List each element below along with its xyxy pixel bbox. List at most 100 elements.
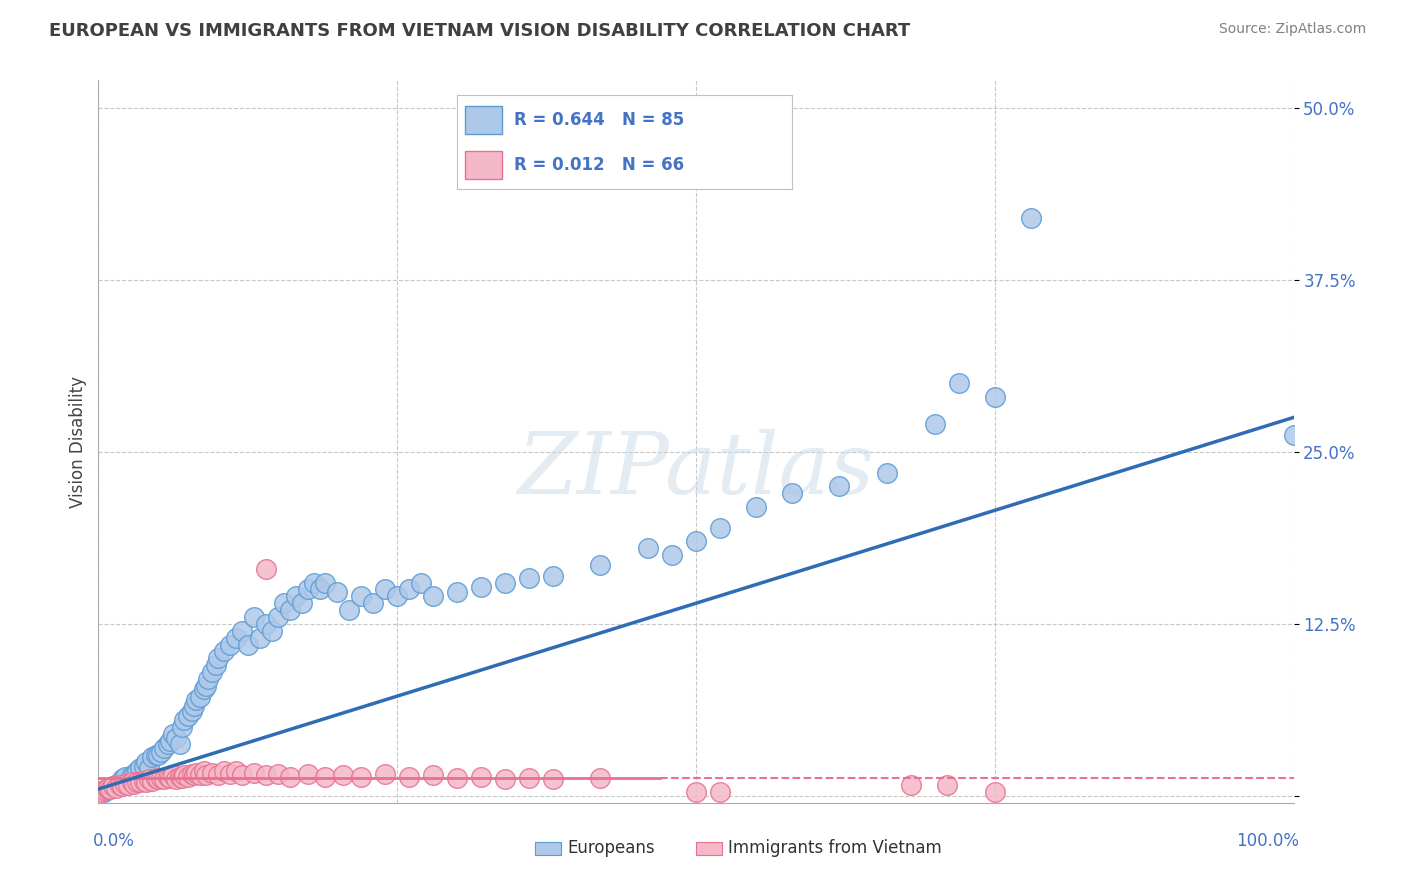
Point [291,596,314,610]
Point [159,771,181,785]
Point [541,568,564,582]
Point [589,558,612,572]
Point [169,737,191,751]
Point [249,631,271,645]
Point [446,771,468,785]
Point [105,778,128,792]
Point [243,765,266,780]
Text: Source: ZipAtlas.com: Source: ZipAtlas.com [1219,22,1367,37]
Point [350,590,373,604]
Point [661,548,683,562]
Point [129,761,152,775]
Point [186,692,208,706]
Point [236,638,259,652]
Point [125,764,148,779]
Point [93,785,115,799]
Point [422,768,444,782]
Point [374,582,396,597]
Point [207,768,229,782]
Point [145,771,167,785]
Point [159,734,181,748]
Point [156,737,179,751]
Text: ZIPatlas: ZIPatlas [517,429,875,512]
Point [169,770,191,784]
Point [422,590,444,604]
Point [153,772,176,787]
Point [207,651,229,665]
Point [374,767,396,781]
Point [254,616,277,631]
Point [745,500,768,514]
Text: 0.0%: 0.0% [93,831,135,850]
Point [183,768,205,782]
Point [219,638,242,652]
Point [97,780,120,795]
Point [231,624,253,638]
Point [948,376,970,390]
Point [1019,211,1042,225]
Point [97,782,120,797]
Point [411,575,433,590]
Point [183,699,205,714]
Point [124,776,146,790]
Point [132,773,155,788]
Point [984,390,1007,404]
Point [924,417,946,432]
Y-axis label: Vision Disability: Vision Disability [69,376,87,508]
Point [685,785,707,799]
Point [101,779,124,793]
Point [231,768,253,782]
Point [541,772,564,787]
Point [254,562,277,576]
Text: Immigrants from Vietnam: Immigrants from Vietnam [728,839,942,857]
Point [212,764,235,779]
Point [278,603,301,617]
Point [195,679,218,693]
Point [517,771,540,785]
Point [162,727,184,741]
Point [180,767,202,781]
Point [141,773,163,788]
Point [936,778,959,792]
Point [117,775,139,789]
Point [709,520,731,534]
Point [162,768,184,782]
Point [98,780,122,795]
Point [685,534,707,549]
Text: EUROPEAN VS IMMIGRANTS FROM VIETNAM VISION DISABILITY CORRELATION CHART: EUROPEAN VS IMMIGRANTS FROM VIETNAM VISI… [49,22,911,40]
Point [470,770,492,784]
Point [135,755,157,769]
Point [876,466,898,480]
Point [363,596,385,610]
Point [188,690,211,704]
Point [177,709,200,723]
Point [385,590,409,604]
Point [193,681,215,696]
Point [494,772,516,787]
Point [124,768,146,782]
Point [201,765,224,780]
Point [129,775,152,789]
Point [188,768,211,782]
Point [204,658,226,673]
Point [101,779,124,793]
Point [96,782,118,797]
Point [197,672,219,686]
Point [165,731,187,745]
Point [114,776,136,790]
Point [132,758,155,772]
Point [517,572,540,586]
Point [201,665,224,679]
Point [117,778,139,792]
Point [254,768,277,782]
FancyBboxPatch shape [696,842,723,855]
Text: 100.0%: 100.0% [1236,831,1299,850]
Point [141,750,163,764]
Point [180,704,202,718]
Point [984,785,1007,799]
Point [153,740,176,755]
Point [173,768,195,782]
Text: Europeans: Europeans [567,839,655,857]
Point [195,768,218,782]
Point [125,775,148,789]
